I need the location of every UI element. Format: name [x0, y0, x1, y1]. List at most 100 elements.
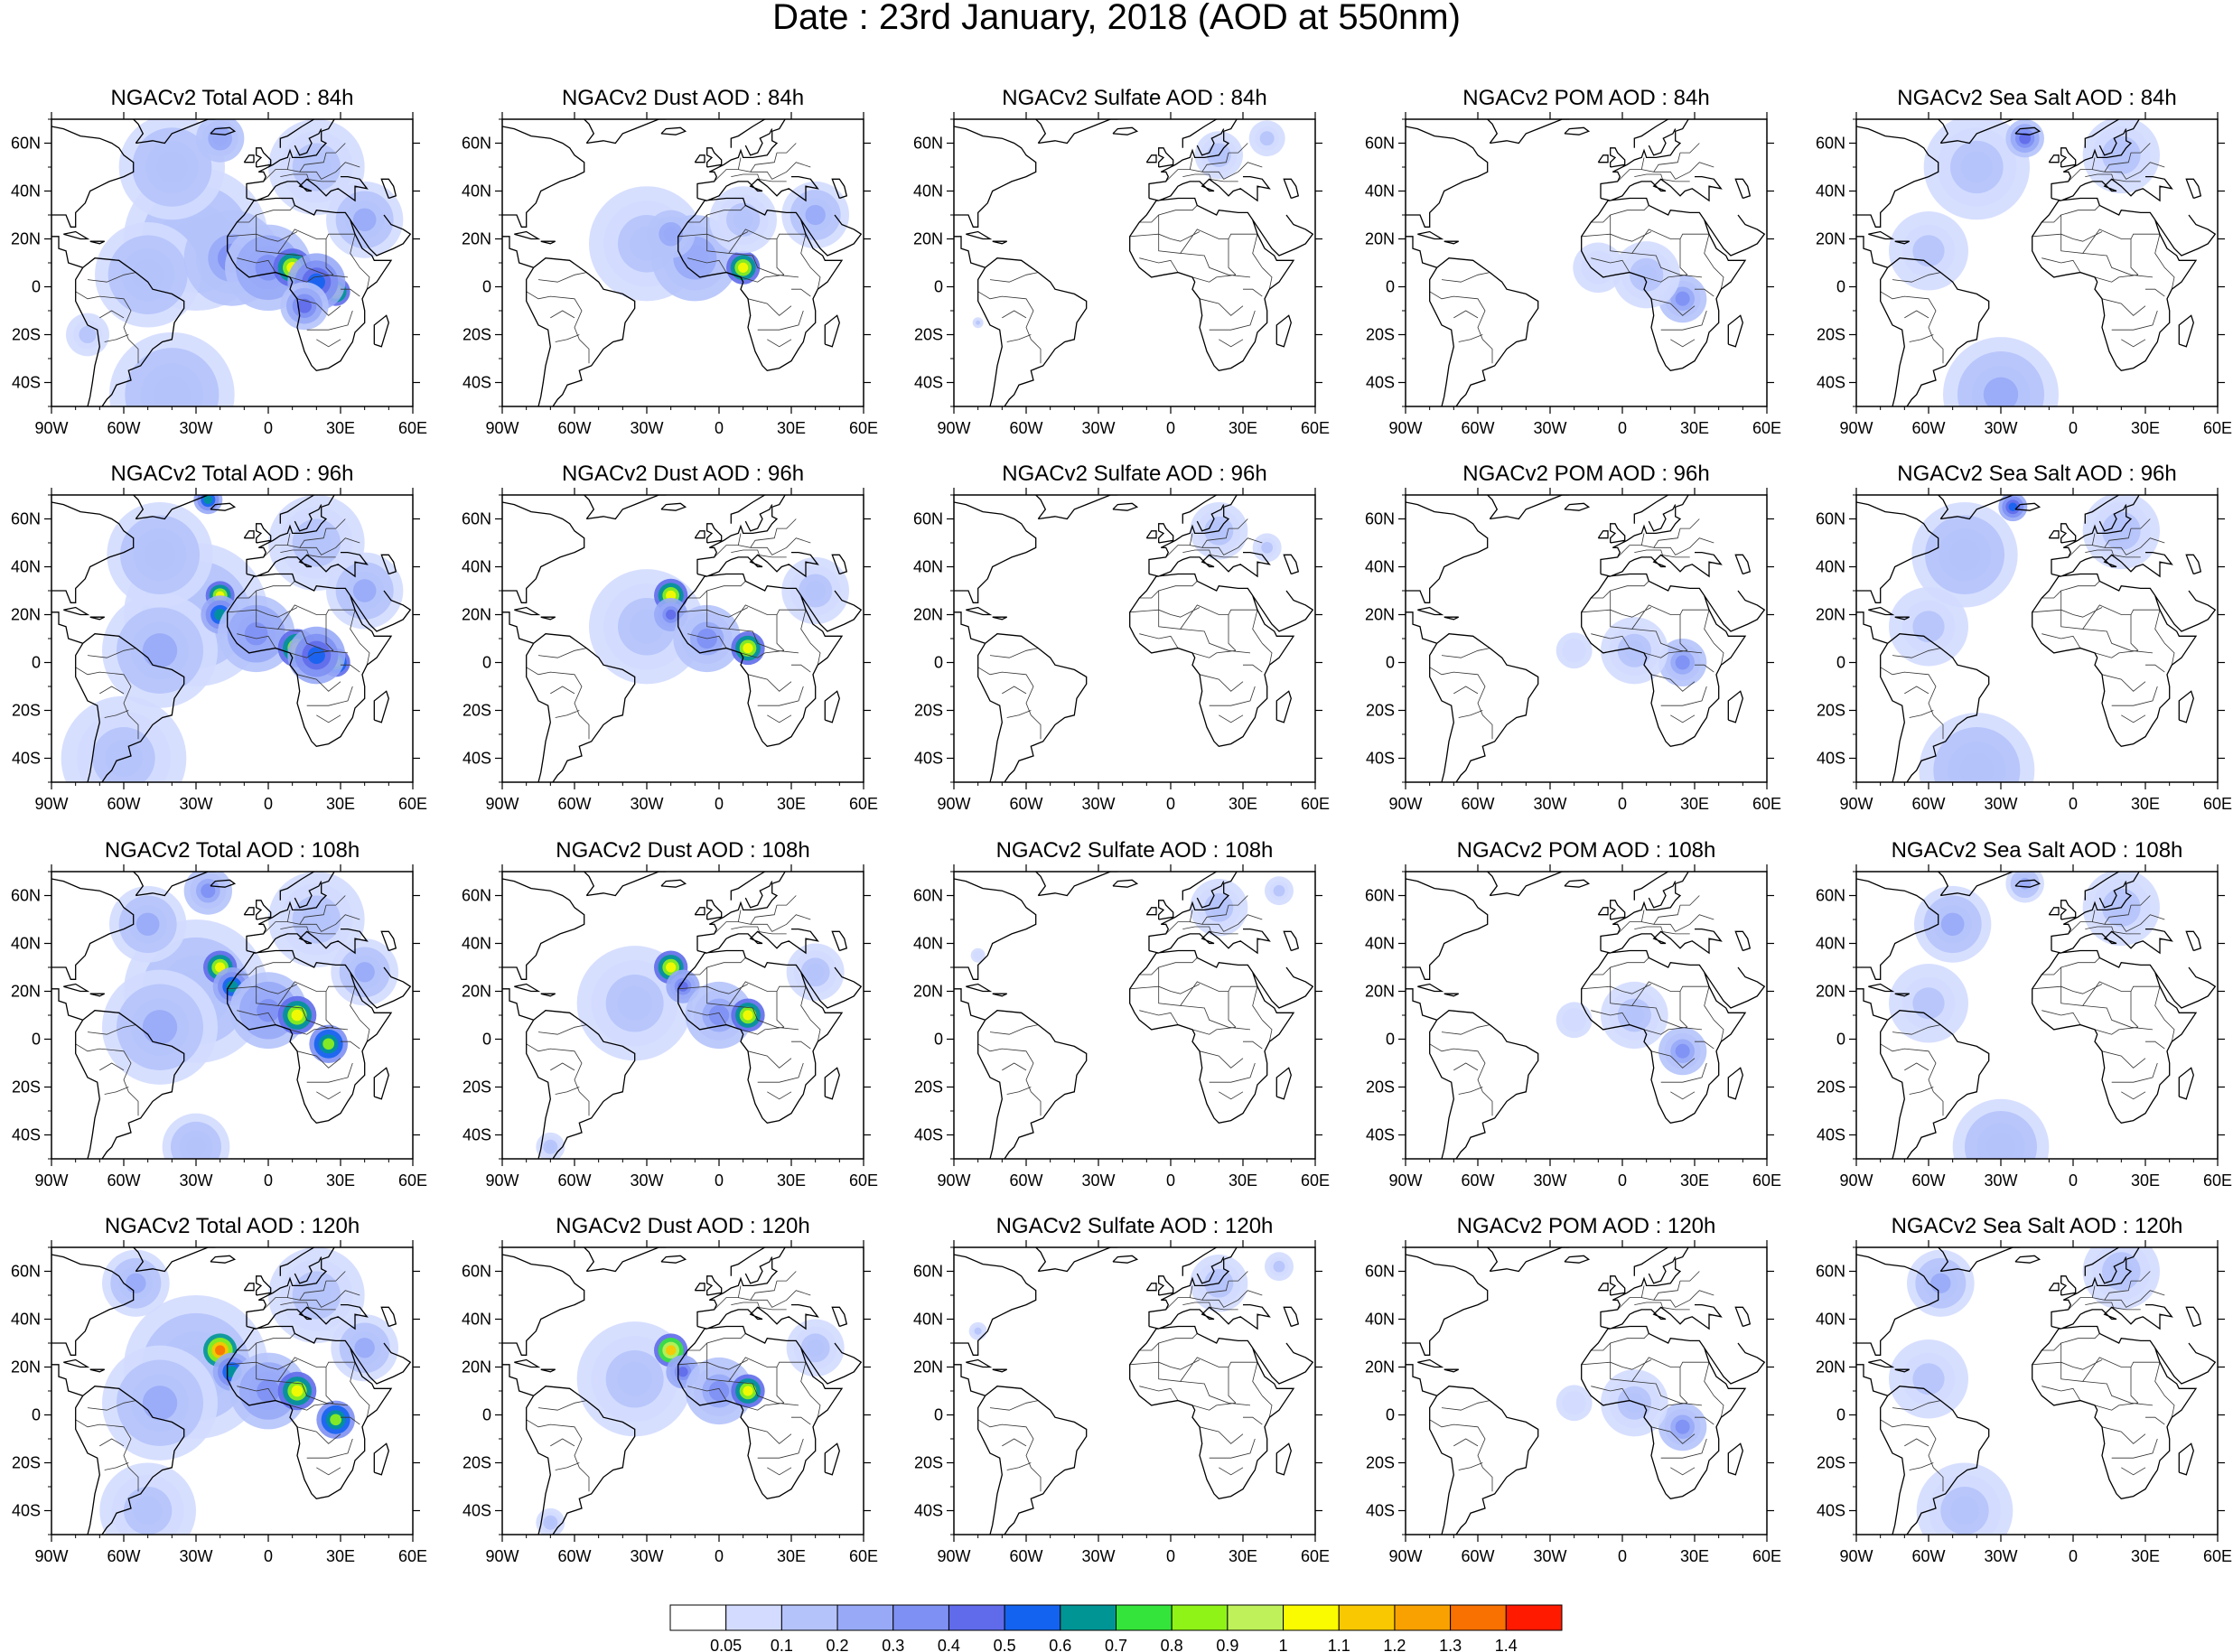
country-borders: [1880, 518, 2175, 740]
aod-blob: [546, 1517, 556, 1527]
aod-blob: [144, 538, 176, 571]
lat-tick-label: 20S: [1366, 1078, 1395, 1097]
coastlines: [502, 872, 863, 1159]
lon-tick-label: 60E: [1752, 419, 1781, 437]
lon-tick-label: 60W: [1009, 1171, 1042, 1190]
aod-blob: [666, 609, 677, 621]
lat-tick-label: 60N: [1816, 510, 1845, 528]
colorbar-swatch: [1227, 1604, 1285, 1631]
lon-tick-label: 0: [1618, 795, 1627, 813]
aod-blob: [1986, 1132, 2015, 1159]
aod-blob: [1930, 1273, 1951, 1293]
lat-tick-label: 40S: [462, 1502, 491, 1520]
lon-tick-label: 0: [715, 419, 724, 437]
aod-field: [51, 1247, 413, 1535]
aod-blob: [976, 320, 981, 325]
lat-tick-label: 0: [482, 1406, 491, 1424]
panel-pom-84h: NGACv2 POM AOD : 84h 90W 60W 30W 0 30E 60E 60N 4…: [1365, 86, 1781, 437]
aod-field: [1856, 1247, 2218, 1535]
lat-tick-label: 0: [32, 654, 41, 672]
lon-tick-label: 60W: [107, 1171, 140, 1190]
lon-tick-label: 30W: [1533, 1547, 1566, 1565]
lat-tick-label: 20N: [1365, 983, 1395, 1001]
lat-tick-label: 40S: [12, 1126, 41, 1144]
aod-blob: [1912, 987, 1945, 1020]
lon-tick-label: 60W: [1461, 795, 1494, 813]
lon-tick-label: 0: [264, 1171, 273, 1190]
lon-tick-label: 30W: [1081, 1547, 1115, 1565]
lon-tick-label: 90W: [1388, 1547, 1422, 1565]
panel-seasalt-120h: NGACv2 Sea Salt AOD : 120h 90W 60W 30W 0 30E 6…: [1816, 1214, 2232, 1565]
aod-blob: [215, 1345, 226, 1356]
aod-blob: [226, 980, 238, 993]
lon-tick-label: 30W: [1984, 1171, 2017, 1190]
lon-tick-label: 60W: [107, 1547, 140, 1565]
lon-tick-label: 30E: [1680, 1547, 1709, 1565]
aod-blob: [142, 633, 178, 668]
lat-tick-label: 40S: [12, 374, 41, 392]
colorbar-swatch: [1394, 1604, 1452, 1631]
colorbar-label: 0.7: [1105, 1637, 1127, 1652]
lat-tick-label: 20N: [1365, 606, 1395, 624]
coastlines: [1856, 119, 2217, 406]
lat-tick-label: 40N: [11, 935, 41, 953]
lon-tick-label: 30W: [630, 795, 663, 813]
lon-tick-label: 60W: [107, 795, 140, 813]
lon-tick-label: 60E: [849, 1171, 878, 1190]
aod-blob: [352, 208, 377, 232]
aod-blob: [677, 1367, 688, 1377]
lon-tick-label: 0: [1618, 1171, 1627, 1190]
aod-field: [1856, 495, 2218, 782]
lat-tick-label: 40N: [1816, 1311, 1845, 1329]
lat-tick-label: 40S: [462, 374, 491, 392]
lat-tick-label: 0: [1386, 1031, 1395, 1049]
lon-tick-label: 30E: [2131, 419, 2160, 437]
panel-total-120h: NGACv2 Total AOD : 120h 90W 60W 30W 0 30E 60E 6…: [11, 1214, 427, 1565]
aod-blob: [307, 647, 325, 665]
coastlines: [954, 119, 1314, 406]
aod-blob: [666, 962, 677, 973]
lon-tick-label: 60E: [1752, 1547, 1781, 1565]
lon-tick-label: 30E: [326, 1547, 355, 1565]
coastlines: [1856, 872, 2217, 1159]
lat-tick-label: 60N: [462, 510, 491, 528]
lon-tick-label: 90W: [485, 1547, 519, 1565]
lat-tick-label: 60N: [1365, 510, 1395, 528]
coastlines: [954, 495, 1314, 782]
aod-blob: [546, 1142, 556, 1152]
colorbar-label: 1.2: [1383, 1637, 1406, 1652]
aod-blob: [743, 1010, 753, 1021]
panel-title: NGACv2 POM AOD : 120h: [1457, 1214, 1716, 1238]
aod-blob: [153, 376, 192, 406]
aod-blob: [743, 1386, 753, 1396]
aod-field: [1406, 495, 1767, 782]
panel-dust-108h: NGACv2 Dust AOD : 108h 90W 60W 30W 0 30E 60E 60…: [462, 838, 878, 1190]
colorbar-swatch: [1505, 1604, 1563, 1631]
aod-blob: [1675, 655, 1690, 670]
figure-title: Date : 23rd January, 2018 (AOD at 550nm): [772, 0, 1461, 37]
lon-tick-label: 0: [264, 419, 273, 437]
lat-tick-label: 60N: [1365, 1263, 1395, 1281]
lat-tick-label: 60N: [913, 1263, 943, 1281]
lat-tick-label: 40S: [1817, 750, 1845, 768]
lat-tick-label: 20N: [1365, 1358, 1395, 1377]
country-borders: [977, 518, 1273, 740]
aod-blob: [291, 1009, 304, 1022]
coastlines: [51, 119, 412, 406]
lon-tick-label: 90W: [1388, 419, 1422, 437]
lon-tick-label: 30W: [179, 419, 212, 437]
colorbar-label: 0.3: [882, 1637, 904, 1652]
aod-blob: [354, 1338, 375, 1358]
lat-tick-label: 20N: [1816, 230, 1845, 248]
lat-tick-label: 40S: [914, 1126, 943, 1144]
panel-dust-120h: NGACv2 Dust AOD : 120h 90W 60W 30W 0 30E 60E 60…: [462, 1214, 878, 1565]
aod-blob: [1948, 538, 1981, 571]
lat-tick-label: 40N: [462, 182, 491, 201]
lon-tick-label: 90W: [1839, 419, 1873, 437]
lat-tick-label: 20S: [462, 1454, 491, 1472]
panel-dust-96h: NGACv2 Dust AOD : 96h 90W 60W 30W 0 30E 60E 60N…: [462, 462, 878, 813]
lon-tick-label: 30W: [630, 1547, 663, 1565]
lon-tick-label: 30W: [179, 795, 212, 813]
aod-blob: [1950, 1496, 1979, 1526]
coastlines: [51, 872, 412, 1159]
